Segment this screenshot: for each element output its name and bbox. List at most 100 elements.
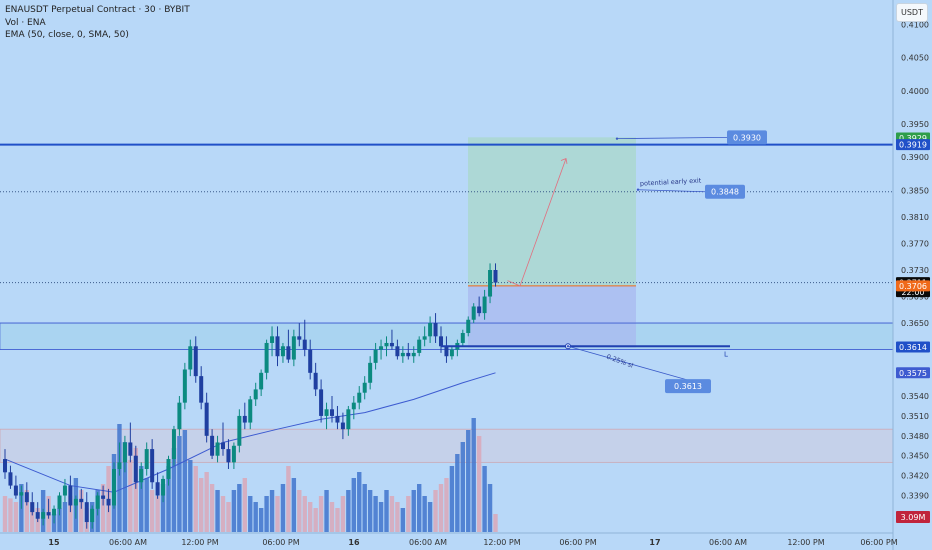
axis-price-tag[interactable] bbox=[896, 341, 930, 353]
callout-price: 0.3848 bbox=[711, 188, 739, 197]
candle-body bbox=[161, 478, 166, 496]
callout-box[interactable] bbox=[727, 130, 767, 145]
volume-bar bbox=[417, 484, 422, 532]
candle-body bbox=[171, 429, 176, 460]
volume-bar bbox=[155, 496, 160, 532]
drawings-layer[interactable]: L bbox=[441, 158, 730, 359]
volume-bar bbox=[209, 484, 215, 532]
volume-bar bbox=[329, 502, 335, 532]
price-tick-label: 0.4100 bbox=[901, 21, 929, 30]
candle-body bbox=[73, 498, 78, 506]
volume-bar bbox=[100, 484, 106, 532]
volume-bar bbox=[367, 490, 373, 532]
volume-bar bbox=[455, 454, 460, 532]
price-tick-label: 0.3480 bbox=[901, 432, 929, 441]
candle-body bbox=[275, 336, 280, 357]
candle-body bbox=[373, 349, 378, 363]
volume-indicator-label[interactable]: Vol · ENA bbox=[5, 18, 46, 28]
ema-indicator-label[interactable]: EMA (50, close, 0, SMA, 50) bbox=[5, 30, 129, 40]
volume-bar bbox=[411, 490, 416, 532]
candle-body bbox=[242, 415, 247, 423]
candle-body bbox=[488, 270, 493, 297]
candle-body bbox=[471, 306, 476, 320]
callout-box[interactable] bbox=[665, 379, 711, 394]
candle-body bbox=[30, 502, 35, 513]
candle-body bbox=[477, 306, 482, 314]
candle-body bbox=[340, 422, 345, 430]
projection-arrow bbox=[507, 158, 567, 287]
time-tick-label: 17 bbox=[649, 538, 660, 547]
candle-body bbox=[193, 346, 198, 377]
volume-bar bbox=[13, 502, 19, 532]
volume-bar bbox=[297, 490, 302, 532]
time-tick-label: 12:00 PM bbox=[483, 538, 520, 547]
candle-body bbox=[270, 336, 275, 343]
time-tick-label: 06:00 PM bbox=[262, 538, 299, 547]
axis-price-tag[interactable] bbox=[896, 139, 930, 151]
candle-body bbox=[313, 372, 318, 390]
candle-body bbox=[155, 482, 160, 496]
volume-bar bbox=[438, 484, 444, 532]
callout-connector bbox=[637, 189, 706, 193]
candle-body bbox=[24, 492, 29, 503]
volume-bar bbox=[122, 442, 128, 532]
volume-bar bbox=[160, 484, 166, 532]
axis-price-tag[interactable] bbox=[896, 367, 930, 379]
volume-bar bbox=[340, 496, 346, 532]
volume-bar bbox=[362, 484, 367, 532]
volume-bar bbox=[62, 502, 68, 532]
candlesticks bbox=[3, 263, 498, 529]
support-line-label: L bbox=[724, 350, 728, 358]
volume-bar bbox=[117, 424, 122, 532]
candle-body bbox=[215, 442, 220, 456]
target-zone[interactable] bbox=[468, 137, 636, 286]
candle-body bbox=[417, 339, 422, 353]
volume-bar bbox=[395, 502, 400, 532]
candle-body bbox=[444, 346, 449, 357]
candle-body bbox=[62, 485, 67, 496]
axis-price-tag-text: 0.3575 bbox=[899, 369, 927, 378]
volume-bar bbox=[351, 478, 356, 532]
symbol-title[interactable]: ENAUSDT Perpetual Contract · 30 · BYBIT bbox=[5, 5, 190, 15]
volume-bar bbox=[335, 508, 340, 532]
candle-body bbox=[8, 472, 13, 486]
long-position-tool[interactable] bbox=[468, 137, 636, 348]
candle-body bbox=[231, 445, 236, 463]
price-tick-label: 0.3390 bbox=[901, 492, 929, 501]
price-axis[interactable]: 0.4100 0.4050 0.4000 0.3950 0.3900 0.3850 0.38… bbox=[892, 0, 930, 550]
time-axis[interactable]: 15 06:00 AM 12:00 PM 06:00 PM 16 06:00 AM 12:0… bbox=[0, 532, 898, 547]
candle-countdown: 22:00 bbox=[901, 288, 924, 297]
volume-bar bbox=[24, 490, 29, 532]
volume-bar bbox=[199, 478, 204, 532]
callout-box[interactable] bbox=[705, 184, 745, 199]
candle-body bbox=[237, 415, 242, 446]
candle-body bbox=[297, 336, 302, 340]
volume-bar bbox=[324, 490, 329, 532]
axis-price-tag[interactable] bbox=[896, 280, 930, 292]
candle-body bbox=[264, 342, 269, 373]
volume-bar bbox=[427, 502, 433, 532]
volume-bar bbox=[226, 502, 231, 532]
projection-arrowhead bbox=[560, 158, 568, 164]
volume-bar bbox=[177, 436, 182, 532]
candle-body bbox=[122, 442, 127, 463]
early-exit-note: potential early exit bbox=[640, 177, 702, 188]
volume-bar bbox=[389, 496, 395, 532]
candle-body bbox=[286, 346, 291, 360]
volume-bar bbox=[357, 472, 362, 532]
candle-body bbox=[68, 485, 73, 506]
candle-body bbox=[182, 369, 187, 403]
candle-body bbox=[368, 362, 373, 383]
axis-price-tag-text: 0.3614 bbox=[899, 343, 927, 352]
volume-bar bbox=[400, 508, 406, 532]
candle-body bbox=[166, 459, 171, 479]
volume-bar bbox=[68, 496, 73, 532]
candle-body bbox=[57, 495, 62, 509]
volume-bar bbox=[280, 484, 286, 532]
candle-body bbox=[308, 349, 313, 373]
candle-body bbox=[84, 502, 89, 523]
stop-zone[interactable] bbox=[468, 285, 636, 348]
candle-body bbox=[128, 442, 133, 456]
currency-button[interactable]: USDT bbox=[896, 3, 928, 22]
